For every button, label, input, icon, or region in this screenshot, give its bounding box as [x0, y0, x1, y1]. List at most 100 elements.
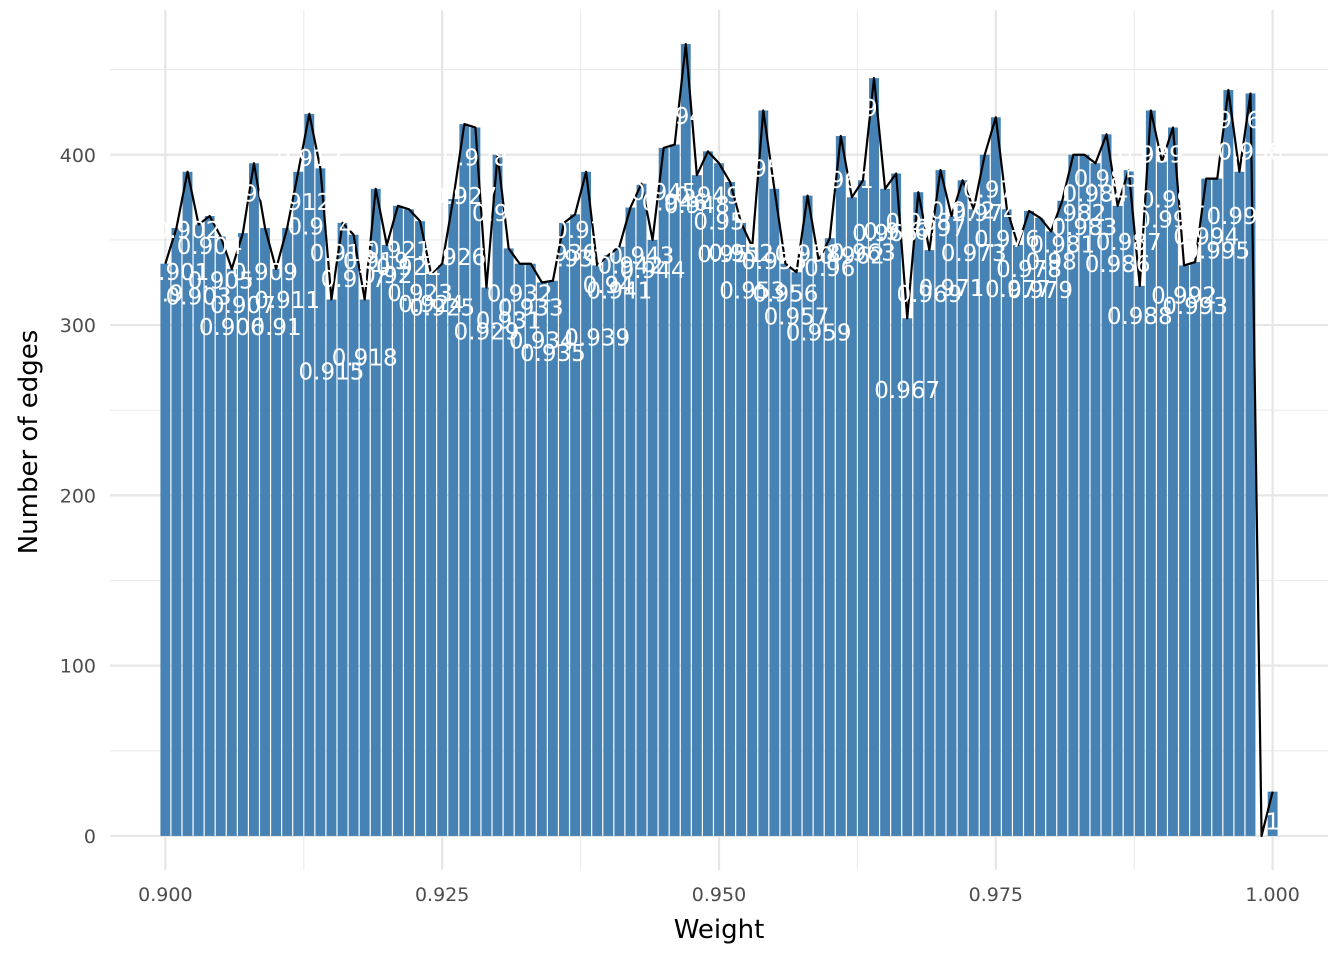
- bar-label: 0.966: [863, 219, 929, 245]
- bar-label: 0.917: [321, 267, 387, 293]
- x-tick-label: 0.900: [138, 884, 192, 906]
- bar: [1079, 154, 1090, 836]
- bar-label: 0.976: [974, 227, 1040, 253]
- bar-label: 0.964: [841, 96, 907, 122]
- bar-label: 0.941: [586, 279, 652, 305]
- bar-label: 0.905: [188, 268, 254, 294]
- bar: [880, 188, 891, 836]
- bar-label: 0.932: [487, 282, 553, 308]
- bar: [1168, 127, 1178, 836]
- bar-label: 0.943: [609, 244, 675, 270]
- bar: [1068, 154, 1079, 836]
- bar-label: 0.99: [1136, 208, 1187, 234]
- bar-label: 0.979: [1007, 278, 1073, 304]
- bar-label: 0.972: [930, 198, 996, 224]
- bar-label: 0.918: [332, 346, 398, 372]
- bar-label: 0.925: [409, 296, 475, 322]
- bar: [680, 44, 691, 836]
- bar: [802, 195, 813, 836]
- bar: [459, 124, 470, 836]
- bar: [913, 192, 924, 836]
- bar-label: 0.93: [472, 201, 523, 227]
- bar-label: 0.907: [210, 293, 276, 319]
- bar-label: 0.914: [287, 214, 353, 240]
- y-tick-label: 200: [60, 485, 96, 507]
- bar: [835, 136, 846, 836]
- bar: [758, 110, 769, 836]
- bar-label: 0.904: [177, 234, 243, 260]
- bar: [260, 227, 270, 836]
- bar: [780, 263, 791, 836]
- bar: [348, 234, 359, 836]
- bar: [1234, 171, 1245, 836]
- bar: [1134, 285, 1145, 836]
- bar-label: 0.935: [520, 341, 586, 367]
- x-tick-label: 0.950: [692, 884, 746, 906]
- bar: [736, 222, 747, 836]
- bar: [1001, 209, 1012, 836]
- bar: [426, 273, 437, 836]
- bar: [846, 197, 857, 836]
- bar: [725, 182, 736, 836]
- bar-label: 0.938: [553, 218, 619, 244]
- bar-labels: 0.90.9010.9020.9030.9040.9050.9060.9070.…: [144, 96, 1284, 836]
- bar-label: 0.982: [1040, 201, 1106, 227]
- bar: [625, 207, 636, 836]
- bar-label: 0.9: [147, 282, 184, 308]
- bar-label: 0.949: [675, 183, 741, 209]
- bar: [824, 238, 835, 836]
- bar: [691, 175, 702, 836]
- frequency-polygon: [164, 42, 1274, 838]
- bar-label: 0.913: [276, 146, 342, 172]
- bar-label: 0.956: [753, 282, 819, 308]
- bar-label: 0.926: [420, 245, 486, 271]
- bar-label: 0.939: [564, 325, 630, 351]
- bar: [215, 236, 226, 836]
- bar-label: 0.991: [1140, 188, 1206, 214]
- bar: [979, 154, 990, 836]
- bar-label: 0.994: [1173, 225, 1239, 251]
- bar-label: 0.937: [542, 246, 608, 272]
- bar: [924, 250, 935, 836]
- bar: [470, 127, 481, 836]
- bar-label: 0.986: [1085, 252, 1151, 278]
- x-tick-label: 1.000: [1245, 884, 1299, 906]
- bar: [1123, 170, 1134, 836]
- bar-label: 0.997: [1206, 204, 1272, 230]
- bar-label: 0.97: [915, 216, 966, 242]
- bar-label: 0.92: [361, 263, 412, 289]
- bar: [935, 170, 946, 836]
- bar-label: 0.993: [1162, 294, 1228, 320]
- x-tick-label: 0.925: [415, 884, 469, 906]
- bar: [968, 209, 979, 836]
- y-tick-label: 300: [60, 315, 96, 337]
- bar-label: 0.919: [343, 249, 409, 275]
- bar-label: 0.971: [919, 276, 985, 302]
- bar-label: 0.988: [1107, 304, 1173, 330]
- bar: [603, 255, 614, 836]
- bar: [1156, 161, 1167, 836]
- bar-label: 0.957: [764, 304, 830, 330]
- bar: [337, 222, 348, 836]
- bar: [592, 265, 603, 836]
- bar: [282, 227, 293, 836]
- bar-label: 0.958: [775, 242, 841, 268]
- bar-label: 0.923: [387, 281, 453, 307]
- bar-label: 0.948: [664, 193, 730, 219]
- bar: [249, 163, 259, 836]
- bar: [902, 318, 913, 836]
- bar-label: 0.96: [804, 256, 855, 282]
- bar: [669, 144, 680, 836]
- bar: [415, 221, 425, 836]
- bar: [1024, 210, 1034, 836]
- bar: [869, 78, 879, 836]
- bar-label: 0.959: [786, 320, 852, 346]
- bar: [271, 268, 282, 836]
- bar-label: 0.992: [1151, 283, 1217, 309]
- bar-label: 0.953: [719, 279, 785, 305]
- bar-label: 0.911: [254, 288, 320, 314]
- bar-label: 0.975: [963, 177, 1029, 203]
- bar-label: 0.933: [498, 296, 564, 322]
- y-axis-title: Number of edges: [14, 330, 44, 555]
